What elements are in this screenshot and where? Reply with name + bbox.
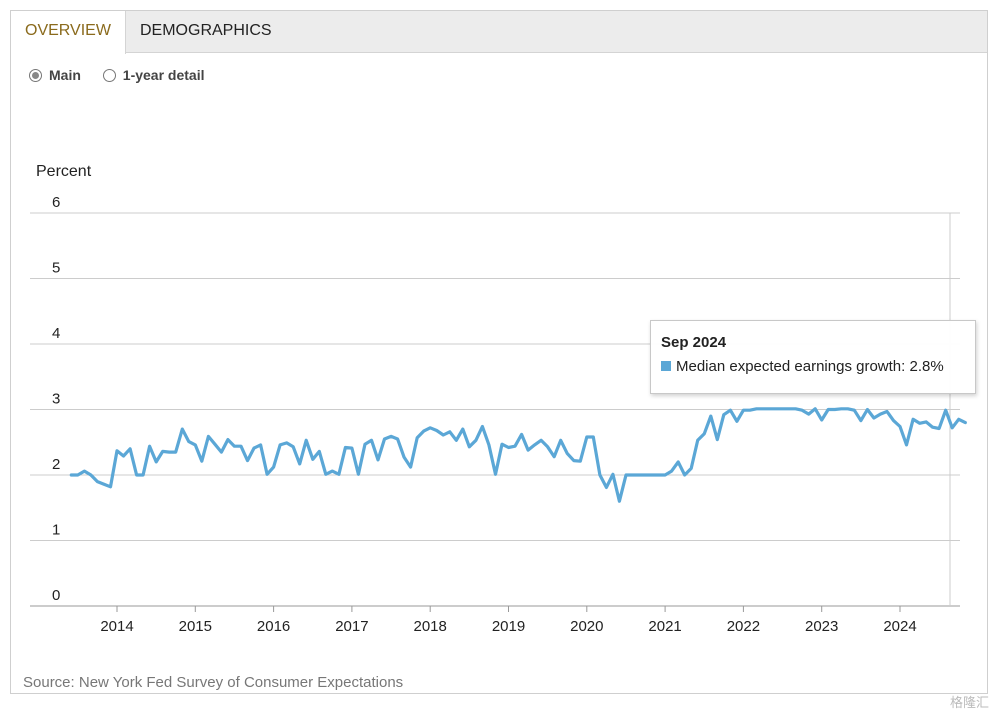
x-tick-label: 2023: [805, 618, 838, 635]
tooltip-title: Sep 2024: [661, 334, 727, 351]
radio-1-year-detail-dot[interactable]: [102, 68, 116, 82]
y-tick-label: 4: [52, 325, 60, 342]
gridlines: [30, 212, 960, 607]
tab-bar: OVERVIEW DEMOGRAPHICS: [11, 11, 987, 54]
radio-main-label: Main: [49, 67, 81, 83]
radio-1-year-detail-label: 1-year detail: [122, 67, 205, 83]
x-tick-label: 2020: [570, 618, 603, 635]
y-tick-label: 6: [52, 194, 60, 211]
watermark: 格隆汇: [949, 695, 989, 710]
x-tick-label: 2019: [492, 618, 525, 635]
tooltip-row: Median expected earnings growth: 2.8%: [661, 358, 965, 375]
view-radio-group: Main 1-year detail: [29, 67, 223, 85]
series-layer: [69, 407, 967, 503]
x-tick-label: 2017: [335, 618, 368, 635]
x-tick-label: 2014: [100, 618, 133, 635]
x-tick-label: 2018: [414, 618, 447, 635]
x-tick-label: 2024: [883, 618, 916, 635]
tab-demographics[interactable]: DEMOGRAPHICS: [140, 22, 272, 39]
x-tick-label: 2021: [648, 618, 681, 635]
x-tick-label: 2015: [179, 618, 212, 635]
x-tick-label: 2022: [727, 618, 760, 635]
series-swatch-icon: [661, 361, 671, 371]
tab-overview[interactable]: OVERVIEW: [11, 11, 126, 54]
y-tick-label: 0: [52, 587, 60, 604]
radio-1-year-detail[interactable]: 1-year detail: [102, 67, 205, 83]
source-note: Source: New York Fed Survey of Consumer …: [23, 674, 404, 691]
y-tick-label: 5: [52, 260, 60, 277]
radio-main-dot[interactable]: [29, 68, 42, 82]
tooltip-text: Median expected earnings growth: 2.8%: [676, 358, 944, 375]
y-tick-label: 3: [52, 391, 60, 408]
x-tick-labels: 2014 2015 2016 2017 2018 2019 2020 2021 2022 2023…: [100, 606, 917, 635]
series-line: [69, 407, 967, 503]
y-tick-labels: 0 1 2 3 4 5 6: [52, 194, 60, 604]
x-tick-label: 2016: [257, 618, 290, 635]
y-axis-label: Percent: [36, 163, 92, 180]
radio-main[interactable]: Main: [29, 67, 81, 83]
tooltip: Sep 2024 Median expected earnings growth…: [650, 320, 976, 394]
y-tick-label: 1: [52, 522, 60, 539]
y-tick-label: 2: [52, 456, 60, 473]
